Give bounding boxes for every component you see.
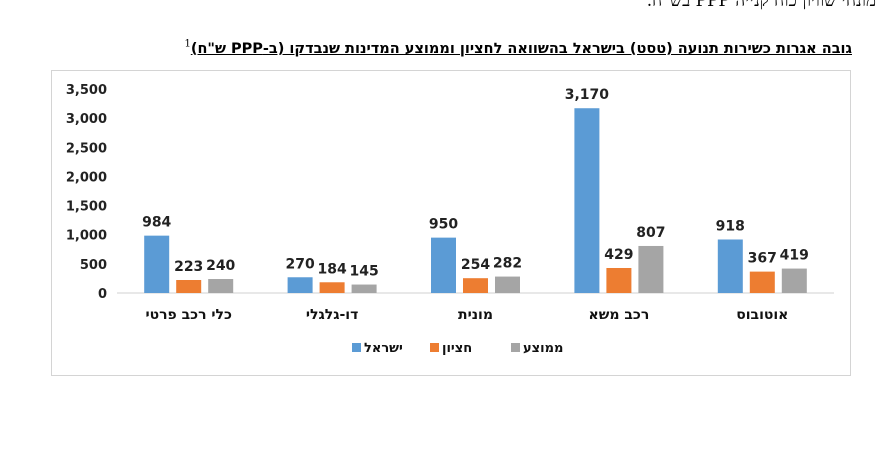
footnote-marker: 1 bbox=[184, 38, 191, 50]
data-label: 184 bbox=[317, 261, 346, 277]
legend-label: ישראל bbox=[364, 341, 403, 356]
bar-median bbox=[463, 278, 488, 293]
data-label: 270 bbox=[285, 256, 314, 272]
category-label: מונית bbox=[458, 307, 493, 323]
bar-average bbox=[351, 284, 377, 293]
bar-israel bbox=[144, 235, 170, 293]
bar-israel bbox=[431, 237, 456, 293]
bar-average bbox=[638, 245, 664, 293]
category-label: דו-גלגלי bbox=[306, 307, 358, 323]
category-label: אוטובוס bbox=[736, 307, 788, 323]
legend-label: חציון bbox=[442, 341, 472, 356]
bar-average bbox=[495, 276, 520, 293]
bar-israel bbox=[574, 108, 600, 293]
y-tick-label: 0 bbox=[98, 287, 107, 302]
bar-average bbox=[208, 279, 234, 293]
data-label: 984 bbox=[142, 215, 171, 231]
preceding-text-line: מונחי שוויון כוח קנייה PPP בש"ח. bbox=[646, 0, 876, 11]
bar-israel bbox=[717, 239, 743, 293]
data-label: 3,170 bbox=[565, 87, 610, 103]
data-label: 419 bbox=[780, 248, 809, 264]
data-label: 429 bbox=[604, 247, 633, 263]
category-label: רכב משא bbox=[589, 307, 650, 323]
bar-chart: 0 500 1,000 1,500 2,000 2,500 3,000 3,500 918 367… bbox=[66, 83, 834, 356]
bar-median bbox=[319, 282, 345, 293]
data-label: 240 bbox=[206, 258, 235, 274]
bar-median bbox=[749, 271, 775, 293]
data-label: 807 bbox=[636, 225, 665, 241]
y-tick-label: 3,000 bbox=[66, 112, 107, 127]
bar-average bbox=[781, 268, 807, 293]
data-label: 367 bbox=[748, 251, 777, 267]
y-tick-label: 2,000 bbox=[66, 170, 107, 185]
chart-title-line: גובה אגרות כשירות תנועה (טסט) בישראל בהש… bbox=[40, 38, 852, 57]
data-label: 282 bbox=[493, 256, 522, 272]
y-tick-label: 500 bbox=[80, 258, 107, 273]
chart-title: גובה אגרות כשירות תנועה (טסט) בישראל בהש… bbox=[190, 41, 852, 57]
data-label: 918 bbox=[716, 218, 745, 234]
y-tick-label: 1,000 bbox=[66, 229, 107, 244]
data-label: 950 bbox=[429, 217, 458, 233]
y-tick-label: 1,500 bbox=[66, 200, 107, 215]
legend-swatch bbox=[352, 343, 361, 352]
legend-swatch bbox=[511, 343, 520, 352]
data-label: 223 bbox=[174, 259, 203, 275]
data-label: 145 bbox=[349, 264, 378, 280]
bar-median bbox=[606, 267, 632, 293]
category-label: כלי רכב פרטי bbox=[145, 307, 232, 323]
chart-frame: 0 500 1,000 1,500 2,000 2,500 3,000 3,500 918 367… bbox=[51, 70, 851, 376]
y-tick-label: 3,500 bbox=[66, 83, 107, 98]
legend-swatch bbox=[430, 343, 439, 352]
bar-median bbox=[176, 280, 202, 293]
legend-label: ממוצע bbox=[523, 341, 563, 356]
y-tick-label: 2,500 bbox=[66, 141, 107, 156]
bar-israel bbox=[287, 277, 313, 293]
data-label: 254 bbox=[461, 257, 490, 273]
